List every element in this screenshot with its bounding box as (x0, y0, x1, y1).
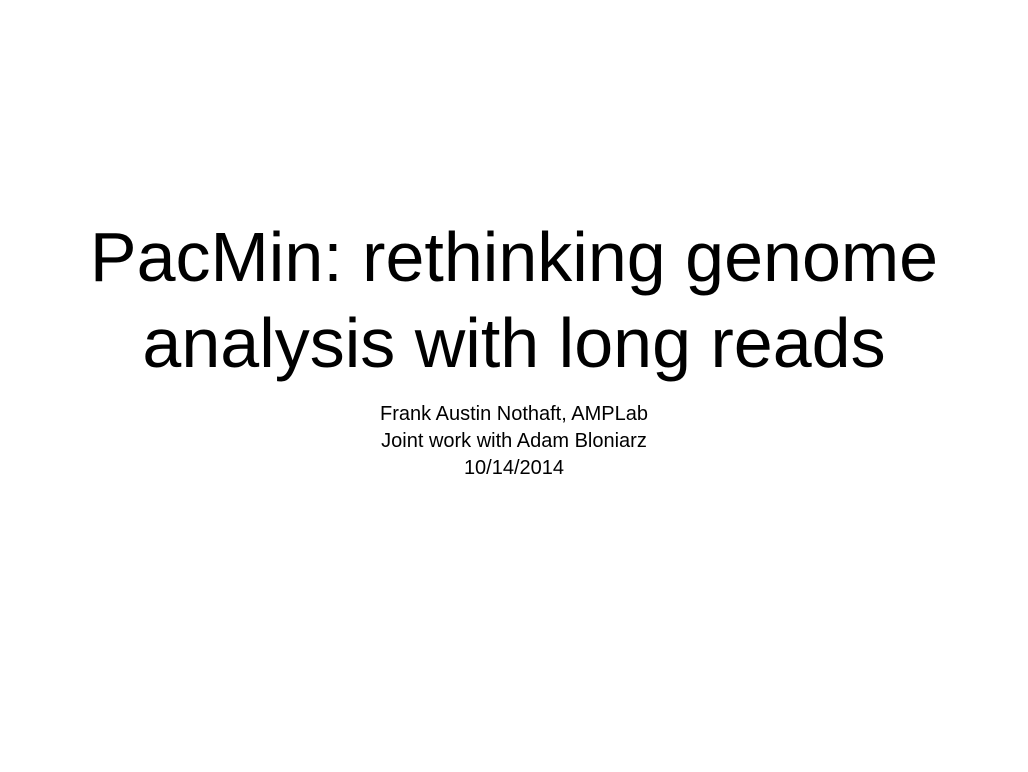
presentation-date: 10/14/2014 (463, 457, 565, 479)
slide-title-line-1: PacMin: rethinking genome (89, 218, 939, 296)
collaborator-credit: Joint work with Adam Bloniarz (381, 430, 647, 452)
slide-subtitle: Frank Austin Nothaft, AMPLab Joint work … (0, 401, 1028, 482)
author-affiliation: Frank Austin Nothaft, AMPLab (380, 403, 648, 425)
slide-title-line-2: analysis with long reads (142, 304, 886, 382)
slide-title: PacMin: rethinking genome analysis with … (0, 214, 1028, 386)
